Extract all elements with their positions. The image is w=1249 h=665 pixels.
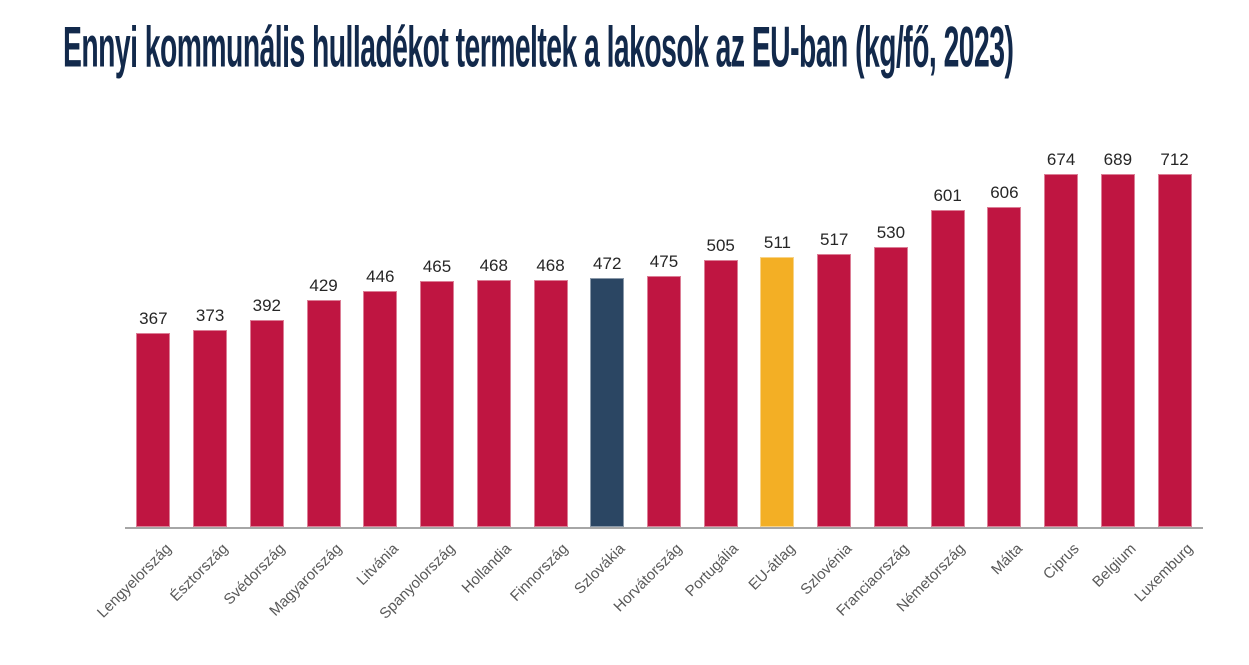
- category-label: Belgium: [1088, 540, 1140, 591]
- bar-value-label: 446: [366, 267, 395, 286]
- bar: [703, 260, 738, 527]
- category-label: Málta: [987, 540, 1026, 579]
- bar-value-label: 475: [649, 252, 679, 271]
- bar: [590, 278, 625, 527]
- category-label: Lengyelország: [93, 540, 175, 622]
- bar: [306, 300, 341, 527]
- bar-slot: 429: [295, 151, 352, 527]
- category-label-slot: Magyarország: [266, 529, 352, 659]
- bar-slot: 475: [636, 151, 693, 527]
- bar-slot: 373: [182, 151, 239, 527]
- bar-value-label: 530: [876, 223, 906, 242]
- bar-slot: 511: [749, 151, 806, 527]
- category-label-slot: Luxemburg: [1131, 529, 1203, 659]
- category-label: Szlovénia: [797, 540, 856, 599]
- bar-value-label: 674: [1046, 150, 1076, 169]
- plot-area: 367 373 392 429 446 465 468 468 472 475 505 511 517 5…: [125, 151, 1203, 527]
- chart-title: Ennyi kommunális hulladékot termeltek a …: [63, 16, 1249, 80]
- bar: [1157, 174, 1192, 527]
- category-label-slot: Spanyolország: [376, 529, 466, 659]
- bar-slot: 601: [919, 151, 976, 527]
- bar: [987, 207, 1022, 527]
- bar-value-label: 468: [536, 256, 565, 275]
- bar-value-label: 517: [819, 230, 849, 249]
- bar-slot: 517: [806, 151, 863, 527]
- bar-slot: 468: [465, 151, 522, 527]
- bar: [476, 280, 511, 527]
- bar-slot: 505: [692, 151, 749, 527]
- category-label-slot: Németország: [894, 529, 976, 659]
- category-label-slot: Málta: [976, 529, 1033, 659]
- bar-slot: 446: [352, 151, 409, 527]
- bar-value-label: 511: [763, 233, 791, 252]
- category-labels: Lengyelország Észtország Svédország Magyaro…: [94, 529, 1203, 659]
- category-label-slot: Ciprus: [1033, 529, 1090, 659]
- bar: [817, 254, 852, 527]
- bar-value-label: 689: [1103, 150, 1133, 169]
- bar-value-label: 472: [593, 254, 622, 273]
- chart-title-text: Ennyi kommunális hulladékot termeltek a …: [63, 16, 1014, 80]
- bar-slot: 472: [579, 151, 636, 527]
- bar-slot: 468: [522, 151, 579, 527]
- bar-slot: 674: [1033, 151, 1090, 527]
- bar-value-label: 373: [195, 306, 225, 325]
- category-label: Szlovákia: [571, 540, 629, 598]
- bar: [420, 281, 455, 527]
- bar-value-label: 465: [422, 257, 452, 276]
- bar-value-label: 392: [252, 296, 282, 315]
- bar-value-label: 468: [479, 256, 508, 275]
- bar-slot: 392: [238, 151, 295, 527]
- bar-value-label: 601: [933, 186, 962, 205]
- category-label-slot: Finnország: [507, 529, 579, 659]
- bar-slot: 712: [1146, 151, 1203, 527]
- bar: [533, 280, 568, 527]
- category-label: EU-átlag: [745, 540, 799, 594]
- category-label: Hollandia: [458, 540, 516, 597]
- category-label-slot: EU-átlag: [745, 529, 806, 659]
- bar: [873, 247, 908, 527]
- bar-value-label: 712: [1160, 150, 1189, 169]
- bar: [1044, 174, 1079, 527]
- bar-slot: 465: [409, 151, 466, 527]
- bar: [193, 330, 228, 527]
- bar-slot: 367: [125, 151, 182, 527]
- category-label: Ciprus: [1039, 540, 1083, 583]
- bar-value-label: 606: [990, 183, 1019, 202]
- bar: [136, 333, 171, 527]
- bar-value-label: 429: [309, 276, 338, 295]
- bar: [646, 276, 681, 527]
- bar-slot: 530: [863, 151, 920, 527]
- category-label: Litvánia: [353, 540, 402, 589]
- bar: [1100, 174, 1135, 527]
- bar-value-label: 367: [139, 309, 168, 328]
- category-label-slot: Horvátország: [610, 529, 693, 659]
- x-axis-line: [125, 527, 1203, 529]
- bar: [363, 291, 398, 527]
- bar: [930, 210, 965, 527]
- category-label-slot: Portugália: [682, 529, 749, 659]
- bar-slot: 606: [976, 151, 1033, 527]
- bar: [249, 320, 284, 527]
- bar-slot: 689: [1089, 151, 1146, 527]
- bar: [760, 257, 795, 527]
- bar-value-label: 505: [706, 236, 735, 255]
- category-label: Portugália: [682, 540, 743, 601]
